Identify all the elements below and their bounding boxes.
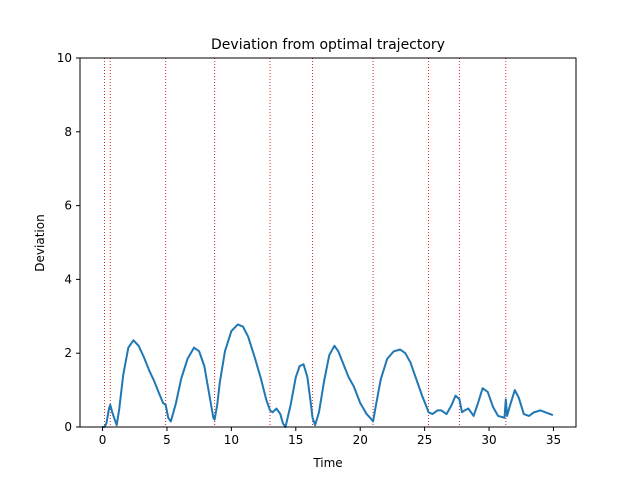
- x-tick-label: 25: [417, 433, 432, 447]
- chart-title: Deviation from optimal trajectory: [211, 37, 445, 53]
- x-tick-label: 5: [163, 433, 171, 447]
- x-tick-label: 0: [99, 433, 107, 447]
- y-tick-label: 4: [64, 272, 72, 286]
- x-tick-label: 10: [224, 433, 239, 447]
- x-axis-label: Time: [312, 456, 342, 470]
- y-tick-label: 2: [64, 346, 72, 360]
- axes-frame: [79, 57, 577, 428]
- plot-area: 0 5 10 15 20 25 30 35 0 2 4 6 8 10: [57, 51, 577, 447]
- y-tick-label: 0: [64, 420, 72, 434]
- y-tick-label: 10: [57, 51, 72, 65]
- y-tick-label: 8: [64, 125, 72, 139]
- x-tick-label: 15: [288, 433, 303, 447]
- y-tick-label: 6: [64, 199, 72, 213]
- series-line-0: [101, 323, 554, 428]
- x-tick-label: 20: [353, 433, 368, 447]
- x-tick-label: 35: [546, 433, 561, 447]
- y-axis-label: Deviation: [33, 214, 47, 271]
- x-tick-label: 30: [481, 433, 496, 447]
